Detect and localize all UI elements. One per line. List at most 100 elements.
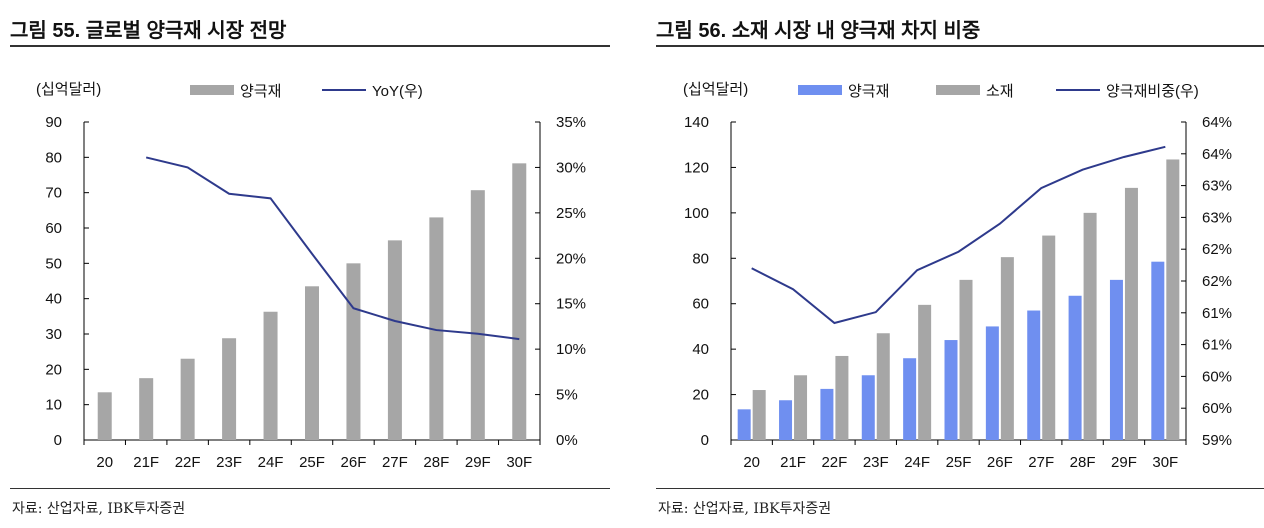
- chart1-y-tick-label: 80: [45, 149, 62, 166]
- chart2-y2-tick-label: 60%: [1202, 368, 1232, 385]
- chart1-legend-label: 양극재: [240, 83, 281, 100]
- chart2-bar: [737, 409, 751, 440]
- chart2-y-tick-label: 80: [692, 250, 709, 267]
- chart2-bar: [903, 358, 917, 440]
- chart1-y-tick-label: 60: [45, 220, 62, 237]
- chart1-source-rule: [10, 488, 610, 489]
- chart1-y-tick-label: 30: [45, 326, 62, 343]
- chart1-x-tick-label: 25F: [299, 454, 325, 471]
- chart2-bar: [835, 355, 849, 440]
- chart2-x-tick-label: 23F: [863, 454, 889, 471]
- chart1-source: 자료: 산업자료, IBK투자증권: [12, 501, 186, 517]
- chart1-y-tick-label: 10: [45, 397, 62, 414]
- chart2-x-tick-label: 26F: [987, 454, 1013, 471]
- chart2-bar: [1000, 257, 1014, 440]
- chart2-bar: [1042, 235, 1056, 440]
- chart1-y2-tick-label: 35%: [556, 114, 586, 131]
- chart1-bar: [222, 338, 237, 440]
- chart2-x-tick-label: 22F: [821, 454, 847, 471]
- chart1-line-series: [145, 156, 520, 341]
- chart1-bar: [470, 190, 485, 440]
- chart2-y-tick-label: 0: [701, 432, 709, 449]
- chart1-legend-bar-swatch: [190, 85, 234, 95]
- chart2-title-rule: [656, 45, 1264, 47]
- chart2-x-tick-label: 29F: [1111, 454, 1137, 471]
- chart1-bar: [97, 392, 112, 440]
- chart2-x-tick-label: 27F: [1028, 454, 1054, 471]
- chart2-legend-label: 소재: [986, 83, 1014, 100]
- chart2-bar: [861, 375, 875, 440]
- chart1-x-tick-label: 20: [96, 454, 113, 471]
- chart2-bar: [959, 279, 973, 440]
- chart2-y2-tick-label: 64%: [1202, 114, 1232, 131]
- chart1-y2-tick-label: 0%: [556, 432, 578, 449]
- chart2-y2-tick-label: 64%: [1202, 146, 1232, 163]
- chart1-bar: [512, 163, 527, 440]
- chart2-y2-tick-label: 59%: [1202, 432, 1232, 449]
- chart2-x-tick-label: 24F: [904, 454, 930, 471]
- chart2-y2-tick-label: 63%: [1202, 209, 1232, 226]
- chart2-bar: [1109, 279, 1123, 440]
- chart1-y2-tick-label: 10%: [556, 341, 586, 358]
- chart2-y-tick-label: 40: [692, 341, 709, 358]
- chart2-y2-tick-label: 61%: [1202, 337, 1232, 354]
- chart1-y-tick-label: 20: [45, 361, 62, 378]
- chart2-bar: [794, 375, 808, 440]
- chart1-y-tick-label: 50: [45, 255, 62, 272]
- chart1-x-tick-label: 23F: [216, 454, 242, 471]
- chart2-x-tick-label: 21F: [780, 454, 806, 471]
- chart1-x-tick-label: 21F: [133, 454, 159, 471]
- chart2-x-tick-label: 20: [743, 454, 760, 471]
- chart2-x-tick-label: 28F: [1070, 454, 1096, 471]
- chart1-bar: [305, 286, 319, 440]
- chart1-y2-tick-label: 20%: [556, 250, 586, 267]
- chart2-source: 자료: 산업자료, IBK투자증권: [658, 501, 832, 517]
- chart2-title: 그림 56. 소재 시장 내 양극재 차지 비중: [656, 20, 981, 42]
- chart1-x-tick-label: 29F: [465, 454, 491, 471]
- chart1-title-rule: [10, 45, 610, 47]
- chart1-x-tick-label: 30F: [506, 454, 532, 471]
- chart1-y-tick-label: 40: [45, 291, 62, 308]
- chart2-bar: [1083, 212, 1097, 440]
- chart2-bar: [1124, 187, 1138, 440]
- chart2-source-rule: [656, 488, 1264, 489]
- chart1-title: 그림 55. 글로벌 양극재 시장 전망: [10, 20, 287, 42]
- chart2-bar: [1027, 310, 1041, 440]
- chart2-bar: [918, 304, 932, 440]
- chart2-bar: [779, 400, 793, 440]
- chart2-y-tick-label: 100: [684, 205, 709, 222]
- chart2-y-tick-label: 60: [692, 296, 709, 313]
- chart2-y2-tick-label: 62%: [1202, 241, 1232, 258]
- chart1-bar: [139, 378, 154, 440]
- chart2-line-series: [751, 145, 1166, 325]
- chart2-y2-tick-label: 61%: [1202, 305, 1232, 322]
- chart1-y-tick-label: 0: [54, 432, 62, 449]
- chart2-y-tick-label: 120: [684, 159, 709, 176]
- chart1-bar: [346, 263, 361, 440]
- chart2-y-tick-label: 20: [692, 387, 709, 404]
- chart2-bar: [944, 340, 958, 440]
- chart2-legend-bar-swatch: [798, 85, 842, 95]
- chart2-y2-tick-label: 60%: [1202, 400, 1232, 417]
- chart2-bar: [820, 388, 834, 440]
- chart1-y2-tick-label: 5%: [556, 387, 578, 404]
- chart1-x-tick-label: 24F: [258, 454, 284, 471]
- chart2-y-tick-label: 140: [684, 114, 709, 131]
- chart1-bar: [387, 240, 402, 440]
- chart2-bar: [752, 390, 766, 440]
- chart1-x-tick-label: 28F: [423, 454, 449, 471]
- chart1-legend-label: YoY(우): [372, 83, 423, 100]
- chart1-x-tick-label: 22F: [175, 454, 201, 471]
- chart2-x-tick-label: 30F: [1152, 454, 1178, 471]
- chart2-bar: [876, 333, 890, 440]
- chart2-bar: [1068, 295, 1082, 440]
- chart1-y2-tick-label: 15%: [556, 296, 586, 313]
- chart2-y2-tick-label: 62%: [1202, 273, 1232, 290]
- chart2-legend-bar-swatch: [936, 85, 980, 95]
- chart2-y2-tick-label: 63%: [1202, 178, 1232, 195]
- chart2-legend-label: 양극재비중(우): [1106, 83, 1199, 100]
- chart1-bar: [263, 311, 278, 440]
- chart1-y2-tick-label: 25%: [556, 205, 586, 222]
- chart2-legend-label: 양극재: [848, 83, 889, 100]
